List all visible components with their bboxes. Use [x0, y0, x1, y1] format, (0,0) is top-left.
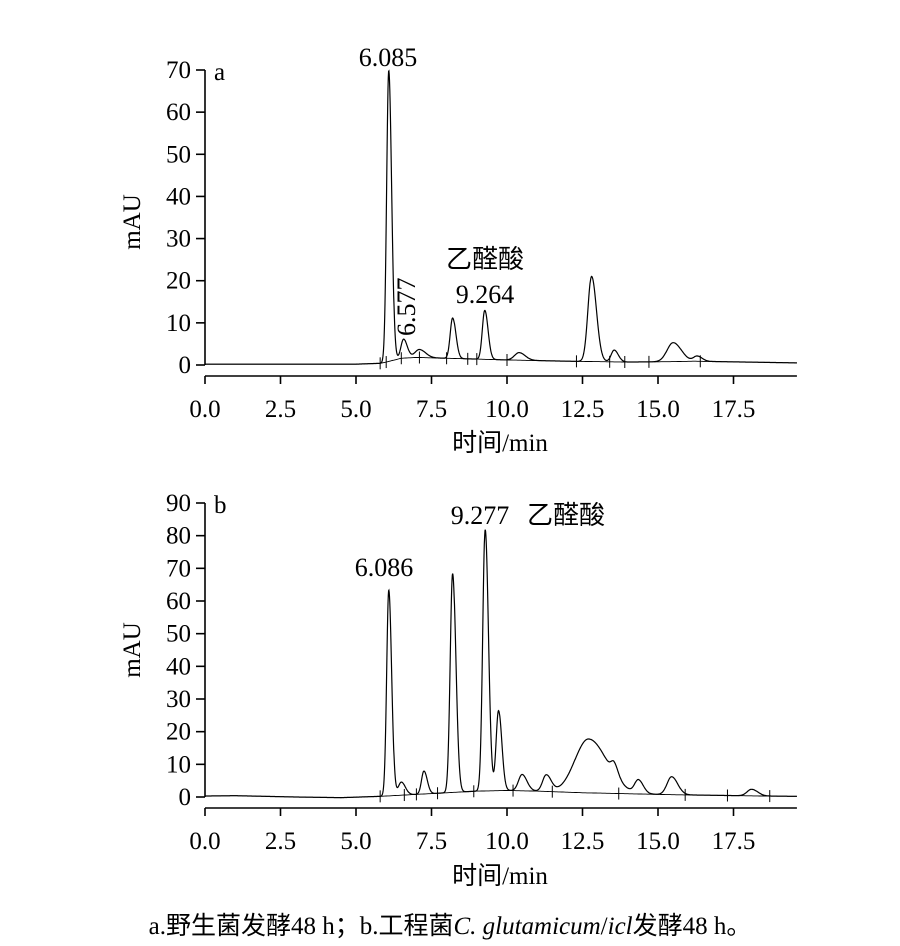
chart-panel-a: 0 10 20 30 40 50 60 70 0.0 2.5 5.0 7.5 10.0 12.5 15.0 1…: [119, 43, 797, 457]
x-axis-title: 时间/min: [452, 429, 548, 457]
chromatogram-trace: [205, 529, 797, 799]
y-tick-label: 20: [166, 719, 191, 746]
y-tick-label: 50: [166, 621, 191, 648]
panel-label: b: [214, 492, 227, 519]
x-tick-label: 17.5: [712, 396, 756, 423]
peak-label: 9.277: [451, 501, 510, 530]
y-tick-label: 10: [166, 310, 191, 337]
chart-panel-b: 0 10 20 30 40 50 60 70 80 90 0.0 2.5 5.0 7.5 10.0 12.5 1…: [119, 490, 797, 890]
peak-label: 6.085: [359, 43, 418, 72]
y-tick-label: 60: [166, 99, 191, 126]
y-tick-label: 60: [166, 588, 191, 615]
peak-label: 9.264: [456, 280, 515, 309]
y-tick-label: 30: [166, 226, 191, 253]
peak-label: 6.086: [355, 553, 414, 582]
y-axis-title: mAU: [119, 194, 146, 250]
x-tick-label: 2.5: [265, 396, 296, 423]
x-tick-label: 12.5: [561, 828, 605, 855]
y-tick-label: 70: [166, 57, 191, 84]
figure-caption: a.野生菌发酵48 h；b.工程菌C. glutamicum/icl发酵48 h…: [0, 906, 900, 942]
x-tick-label: 0.0: [189, 828, 220, 855]
x-tick-label: 5.0: [340, 828, 371, 855]
y-tick-label: 80: [166, 523, 191, 550]
chromatogram-trace: [205, 69, 797, 365]
x-tick-label: 0.0: [189, 396, 220, 423]
y-tick-label: 40: [166, 183, 191, 210]
compound-label: 乙醛酸: [446, 245, 524, 274]
y-tick-label: 20: [166, 268, 191, 295]
caption-part-2: /: [600, 913, 608, 940]
x-axis-title: 时间/min: [452, 862, 548, 890]
x-tick-label: 2.5: [265, 828, 296, 855]
caption-part-1: a.野生菌发酵48 h；b.工程菌: [148, 913, 454, 940]
x-tick-label: 5.0: [340, 396, 371, 423]
peak-label: 6.577: [392, 278, 421, 337]
y-tick-label: 0: [179, 352, 192, 379]
x-tick-label: 15.0: [636, 828, 680, 855]
caption-organism: C. glutamicum: [453, 913, 601, 940]
y-tick-label: 50: [166, 141, 191, 168]
y-tick-label: 10: [166, 751, 191, 778]
y-tick-label: 70: [166, 555, 191, 582]
caption-gene: icl: [607, 913, 633, 940]
x-tick-label: 12.5: [561, 396, 605, 423]
panel-label: a: [214, 59, 225, 86]
x-tick-label: 10.0: [485, 396, 529, 423]
caption-part-3: 发酵48 h。: [632, 913, 752, 940]
x-tick-label: 17.5: [712, 828, 756, 855]
compound-label: 乙醛酸: [527, 501, 605, 530]
x-tick-label: 10.0: [485, 828, 529, 855]
x-tick-label: 7.5: [416, 396, 447, 423]
y-tick-label: 30: [166, 686, 191, 713]
x-tick-label: 15.0: [636, 396, 680, 423]
y-axis-title: mAU: [119, 622, 146, 678]
y-tick-label: 90: [166, 490, 191, 517]
y-tick-label: 40: [166, 653, 191, 680]
x-tick-label: 7.5: [416, 828, 447, 855]
y-tick-label: 0: [179, 784, 192, 811]
chromatogram-figure: 0 10 20 30 40 50 60 70 0.0 2.5 5.0 7.5 10.0 12.5 15.0 1…: [119, 43, 797, 890]
